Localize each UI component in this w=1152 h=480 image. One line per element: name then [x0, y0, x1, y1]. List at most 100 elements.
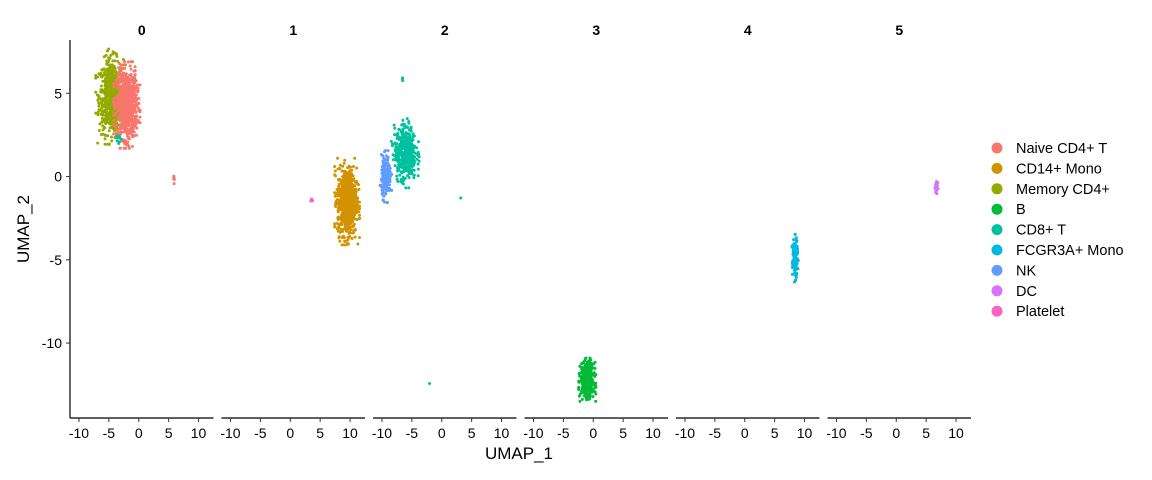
data-point — [127, 132, 131, 136]
data-point — [337, 235, 341, 239]
data-point — [108, 99, 112, 103]
data-point — [386, 165, 390, 169]
y-tick-label: -10 — [42, 335, 62, 351]
data-point — [118, 68, 122, 72]
data-point — [103, 92, 107, 96]
data-point — [100, 75, 104, 79]
data-point — [134, 133, 138, 137]
data-point — [407, 152, 411, 156]
data-point — [347, 203, 351, 206]
data-point — [130, 115, 134, 119]
data-point — [408, 163, 412, 167]
legend-key — [991, 142, 1003, 154]
data-point — [349, 218, 353, 222]
data-point — [412, 134, 416, 138]
legend-key — [991, 244, 1003, 256]
data-point — [336, 206, 340, 210]
data-point — [793, 232, 797, 236]
data-point — [358, 216, 361, 220]
data-point — [116, 77, 120, 81]
data-point — [104, 116, 108, 120]
legend-label: Memory CD4+ — [1016, 182, 1110, 198]
data-point — [108, 90, 112, 94]
data-point — [108, 126, 112, 130]
data-point — [380, 165, 384, 169]
data-point — [402, 143, 406, 147]
data-point — [138, 121, 142, 125]
legend-label: DC — [1016, 284, 1037, 300]
data-point — [112, 96, 116, 100]
data-point — [129, 73, 133, 76]
data-point — [127, 80, 131, 84]
data-point — [344, 243, 348, 247]
x-tick-label: 5 — [316, 425, 324, 441]
data-point — [113, 106, 117, 110]
data-point — [103, 137, 107, 141]
data-point — [110, 139, 114, 143]
data-point — [117, 66, 121, 70]
data-point — [408, 156, 412, 160]
legend-label: CD8+ T — [1016, 223, 1066, 239]
data-point — [134, 97, 138, 101]
data-point — [408, 148, 412, 152]
data-point — [109, 84, 113, 88]
data-point — [584, 398, 588, 402]
data-point — [103, 83, 107, 87]
data-point — [395, 142, 399, 146]
data-point — [100, 68, 104, 72]
x-tick-label: -5 — [709, 425, 722, 441]
data-point — [138, 83, 142, 87]
data-point — [387, 168, 391, 172]
x-tick-label: -10 — [675, 425, 695, 441]
data-point — [112, 85, 116, 89]
data-point — [412, 163, 416, 167]
data-point — [119, 87, 123, 91]
data-point — [405, 132, 409, 136]
data-point — [129, 60, 133, 64]
data-point — [407, 121, 411, 125]
data-point — [106, 80, 110, 84]
data-point — [98, 108, 102, 112]
data-point — [416, 162, 420, 166]
data-point — [135, 126, 139, 130]
data-point — [94, 111, 98, 115]
data-point — [333, 225, 337, 229]
data-point — [352, 223, 356, 227]
data-point — [310, 199, 314, 203]
x-tick-label: -10 — [523, 425, 543, 441]
data-point — [94, 76, 98, 80]
data-point — [343, 158, 347, 162]
data-point — [120, 96, 124, 100]
data-point — [335, 227, 339, 231]
panels-layer: 0 1 2 3 4 5 — [138, 22, 904, 38]
data-point — [394, 152, 398, 156]
data-point — [132, 94, 136, 98]
data-point — [402, 166, 406, 170]
data-point — [136, 120, 140, 124]
x-tick-label: 5 — [922, 425, 930, 441]
data-point — [400, 158, 404, 162]
data-point — [351, 200, 355, 204]
data-point — [107, 56, 111, 60]
data-point — [101, 124, 105, 128]
data-point — [119, 123, 123, 127]
data-point — [132, 123, 136, 127]
data-point — [109, 135, 113, 139]
data-point — [381, 171, 385, 175]
data-point — [793, 269, 797, 273]
data-point — [790, 272, 794, 276]
data-point — [350, 236, 354, 240]
x-tick-label: -5 — [406, 425, 419, 441]
data-point — [406, 135, 410, 139]
legend-label: CD14+ Mono — [1016, 161, 1102, 177]
data-point — [131, 89, 135, 93]
data-point — [586, 393, 590, 397]
data-point — [119, 107, 123, 111]
data-point — [344, 227, 348, 231]
data-point — [94, 73, 98, 77]
data-point — [113, 111, 117, 115]
data-point — [116, 71, 120, 75]
data-point — [96, 141, 100, 145]
x-tick-label: 0 — [438, 425, 446, 441]
data-point — [340, 169, 344, 173]
